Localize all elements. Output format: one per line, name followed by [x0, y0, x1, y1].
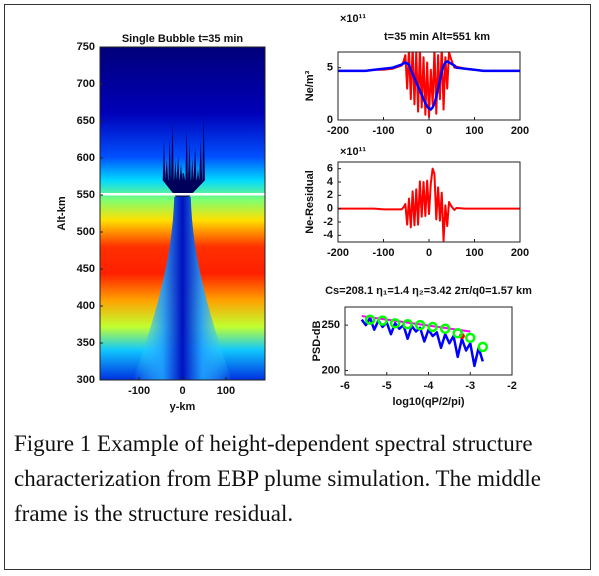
- figure: -100 0 100300350400450500550600650700750Si…: [56, 13, 532, 413]
- y-tick-label: 0: [327, 203, 333, 215]
- y-exponent: ×10¹¹: [340, 13, 366, 25]
- marker: [364, 314, 376, 325]
- y-axis-label: Ne-Residual: [304, 170, 316, 234]
- x-tick-label: -5: [382, 380, 392, 392]
- x-tick-label: -100: [128, 385, 150, 397]
- y-tick-label: 4: [327, 176, 334, 188]
- y-axis-label: Alt-km: [56, 196, 68, 230]
- caption: Figure 1 Example of height-dependent spe…: [14, 431, 541, 526]
- x-tick-label: 100: [465, 125, 483, 137]
- plot-area: [338, 167, 520, 242]
- y-tick-label: -2: [323, 216, 333, 228]
- y-tick-label: 6: [327, 163, 333, 175]
- x-tick-label: -3: [465, 380, 475, 392]
- y-tick-label: 350: [77, 337, 95, 349]
- marker: [402, 318, 413, 330]
- marker: [414, 319, 426, 331]
- figure-frame: [4, 4, 591, 570]
- plot-area: [338, 52, 520, 118]
- y-tick-label: 300: [77, 374, 95, 386]
- y-tick-label: 500: [77, 226, 95, 238]
- y-tick-label: 250: [322, 319, 340, 331]
- y-tick-label: 0: [327, 114, 333, 126]
- x-tick-label: -100: [372, 125, 394, 137]
- bubble: [162, 116, 205, 197]
- x-tick-label: 0: [426, 125, 432, 137]
- y-tick-label: 700: [77, 78, 95, 90]
- marker: [377, 315, 388, 326]
- series-line: [338, 60, 520, 111]
- marker: [477, 341, 489, 353]
- y-tick-label: 450: [77, 263, 95, 275]
- marker: [452, 328, 463, 339]
- x-tick-label: 0: [426, 247, 432, 259]
- marker: [439, 323, 451, 335]
- x-tick-label: 200: [511, 125, 529, 137]
- x-tick-label: 0: [179, 385, 185, 397]
- y-tick-label: 400: [77, 300, 95, 312]
- y-tick-label: 600: [77, 152, 95, 164]
- x-tick-label: -6: [340, 380, 350, 392]
- x-tick-label: 100: [217, 385, 235, 397]
- series-line: [360, 316, 484, 368]
- plume: [133, 196, 232, 380]
- plot-area: [100, 47, 265, 380]
- x-tick-label: -200: [327, 125, 349, 137]
- y-tick-label: 650: [77, 115, 95, 127]
- x-tick-label: -100: [372, 247, 394, 259]
- y-exponent: ×10¹¹: [340, 146, 366, 158]
- chart-title: Single Bubble t=35 min: [122, 33, 244, 45]
- chart-title: t=35 min Alt=551 km: [384, 31, 490, 43]
- x-tick-label: -2: [507, 380, 517, 392]
- y-tick-label: -4: [323, 229, 334, 241]
- y-axis-label: PSD-dB: [311, 320, 323, 361]
- y-tick-label: 750: [77, 41, 95, 53]
- x-axis-label: log10(qP/2/pi): [392, 396, 464, 408]
- y-tick-label: 550: [77, 189, 95, 201]
- x-tick-label: 200: [511, 247, 529, 259]
- series-line: [338, 52, 520, 118]
- marker: [427, 321, 438, 333]
- y-tick-label: 2: [327, 189, 333, 201]
- series-line: [338, 167, 520, 242]
- y-tick-label: 200: [322, 364, 340, 376]
- plot-area: [360, 314, 489, 368]
- marker: [389, 318, 401, 329]
- x-tick-label: -4: [424, 380, 435, 392]
- x-axis-label: y-km: [170, 401, 196, 413]
- chart-title: Cs=208.1 η₁=1.4 η₂=3.42 2π/q0=1.57 km: [325, 285, 532, 297]
- x-tick-label: 100: [465, 247, 483, 259]
- y-tick-label: 5: [327, 62, 333, 74]
- x-tick-label: -200: [327, 247, 349, 259]
- marker: [465, 332, 476, 344]
- y-axis-label: Ne/m³: [304, 70, 316, 101]
